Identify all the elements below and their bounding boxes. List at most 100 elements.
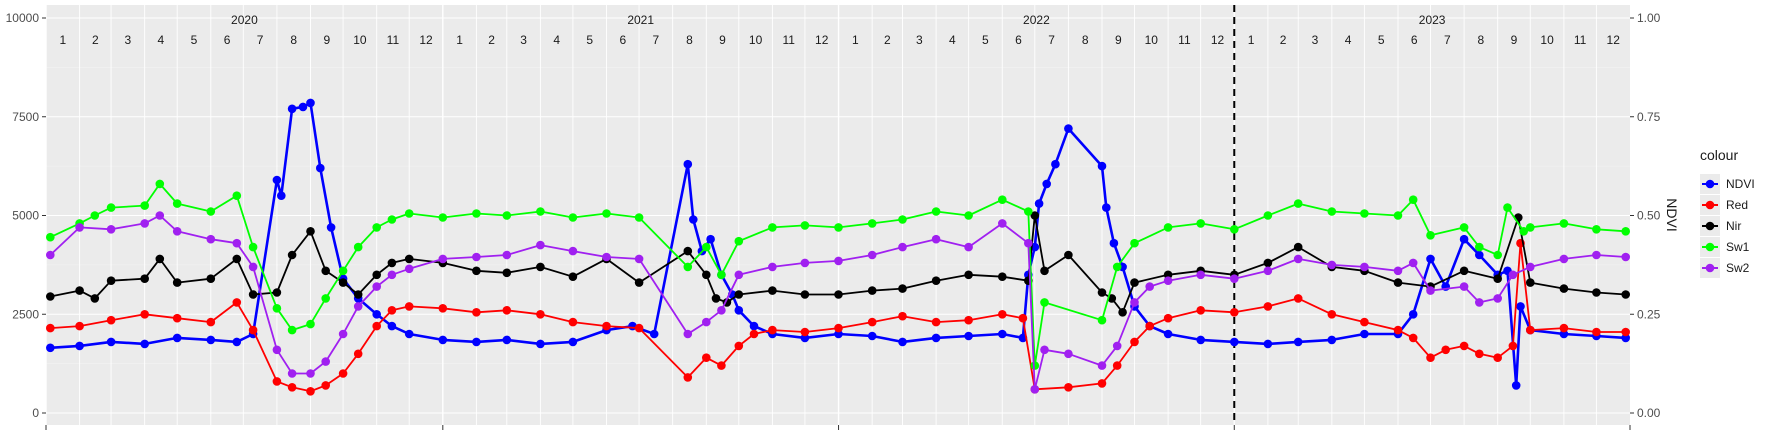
month-label: 4	[553, 33, 560, 47]
data-point-sw1	[206, 207, 216, 216]
data-point-nir	[964, 270, 973, 280]
month-label: 2	[884, 33, 891, 47]
data-point-ndvi	[536, 339, 545, 349]
data-point-ndvi	[1475, 250, 1484, 260]
legend-key-point	[1705, 221, 1715, 231]
data-point-sw2	[1130, 298, 1139, 307]
data-point-sw2	[248, 262, 258, 272]
data-point-sw1	[1459, 223, 1469, 232]
data-point-nir	[232, 254, 242, 264]
data-point-red	[1493, 353, 1502, 363]
data-point-ndvi	[1109, 238, 1119, 248]
data-point-ndvi	[706, 234, 715, 244]
data-point-sw2	[1040, 345, 1049, 355]
data-point-sw1	[602, 209, 611, 218]
data-point-red	[387, 306, 397, 315]
data-point-sw1	[898, 215, 907, 224]
data-point-ndvi	[1102, 203, 1111, 212]
month-label: 10	[749, 33, 763, 47]
month-label: 12	[815, 33, 829, 47]
month-label: 12	[1211, 33, 1225, 47]
data-point-sw1	[1097, 315, 1107, 325]
data-point-sw1	[634, 213, 644, 222]
data-point-red	[1393, 325, 1403, 335]
data-point-nir	[155, 254, 165, 264]
data-point-nir	[800, 290, 810, 299]
data-point-red	[931, 317, 941, 327]
data-point-sw1	[800, 221, 810, 230]
data-point-red	[232, 298, 242, 307]
data-point-nir	[1163, 270, 1173, 280]
data-point-red	[536, 310, 545, 319]
data-point-sw1	[472, 209, 481, 218]
data-point-sw2	[232, 238, 242, 248]
data-point-ndvi	[232, 337, 242, 347]
data-point-nir	[140, 274, 149, 284]
data-point-ndvi	[1360, 329, 1369, 339]
data-point-red	[472, 308, 481, 317]
legend-label-red: Red	[1726, 198, 1748, 212]
data-point-red	[321, 381, 331, 390]
month-label: 11	[1178, 33, 1191, 47]
data-point-red	[1508, 341, 1518, 351]
data-point-red	[1018, 313, 1028, 323]
left-axis-tick-label: 2500	[12, 307, 39, 321]
month-label: 11	[782, 33, 795, 47]
right-axis-tick-label: 0.50	[1637, 209, 1661, 223]
data-point-nir	[1130, 278, 1139, 287]
data-point-sw2	[1621, 252, 1630, 262]
data-point-nir	[1097, 288, 1107, 297]
data-point-nir	[1592, 288, 1601, 297]
month-label: 2	[92, 33, 99, 47]
data-point-sw1	[1112, 262, 1122, 272]
data-point-red	[438, 304, 448, 313]
legend: colour NDVI Red Nir Sw1 Sw2	[1700, 147, 1755, 278]
data-point-nir	[404, 254, 414, 264]
month-label: 6	[619, 33, 626, 47]
month-label: 12	[419, 33, 433, 47]
data-point-sw2	[1064, 349, 1073, 359]
legend-label-ndvi: NDVI	[1726, 177, 1755, 191]
month-label: 10	[1145, 33, 1159, 47]
data-point-red	[106, 315, 116, 325]
left-axis-tick-label: 0	[32, 406, 39, 420]
data-point-ndvi	[1230, 337, 1239, 347]
data-point-sw1	[931, 207, 941, 216]
data-point-sw1	[372, 223, 382, 232]
data-point-nir	[1493, 274, 1502, 284]
data-point-ndvi	[964, 331, 973, 341]
data-point-sw1	[46, 232, 55, 242]
data-point-sw2	[472, 252, 481, 262]
data-point-ndvi	[734, 306, 744, 315]
data-point-sw1	[834, 223, 843, 232]
data-point-red	[1426, 353, 1435, 363]
data-point-ndvi	[1196, 335, 1205, 345]
data-point-nir	[287, 250, 297, 260]
month-label: 3	[916, 33, 923, 47]
data-point-sw2	[140, 219, 149, 228]
left-axis-tick-label: 5000	[12, 209, 39, 223]
data-point-sw2	[404, 264, 414, 274]
data-point-nir	[1559, 284, 1569, 293]
data-point-nir	[1064, 250, 1073, 260]
data-point-nir	[768, 286, 777, 295]
data-point-sw2	[1408, 258, 1418, 268]
data-point-nir	[306, 227, 315, 236]
data-point-sw1	[1526, 223, 1535, 232]
data-point-ndvi	[1516, 302, 1525, 311]
data-point-ndvi	[649, 329, 659, 339]
month-label: 11	[387, 33, 400, 47]
data-point-ndvi	[316, 163, 325, 173]
gridlines	[45, 5, 1630, 425]
data-point-sw1	[272, 304, 282, 313]
data-point-nir	[172, 278, 182, 287]
data-point-sw1	[717, 270, 726, 280]
month-label: 9	[719, 33, 726, 47]
year-label: 2021	[627, 13, 654, 27]
data-point-ndvi	[1559, 329, 1569, 339]
data-point-sw2	[1327, 260, 1337, 270]
month-label: 6	[1015, 33, 1022, 47]
data-point-nir	[1040, 266, 1049, 276]
month-label: 9	[323, 33, 330, 47]
data-point-sw2	[1163, 276, 1173, 286]
